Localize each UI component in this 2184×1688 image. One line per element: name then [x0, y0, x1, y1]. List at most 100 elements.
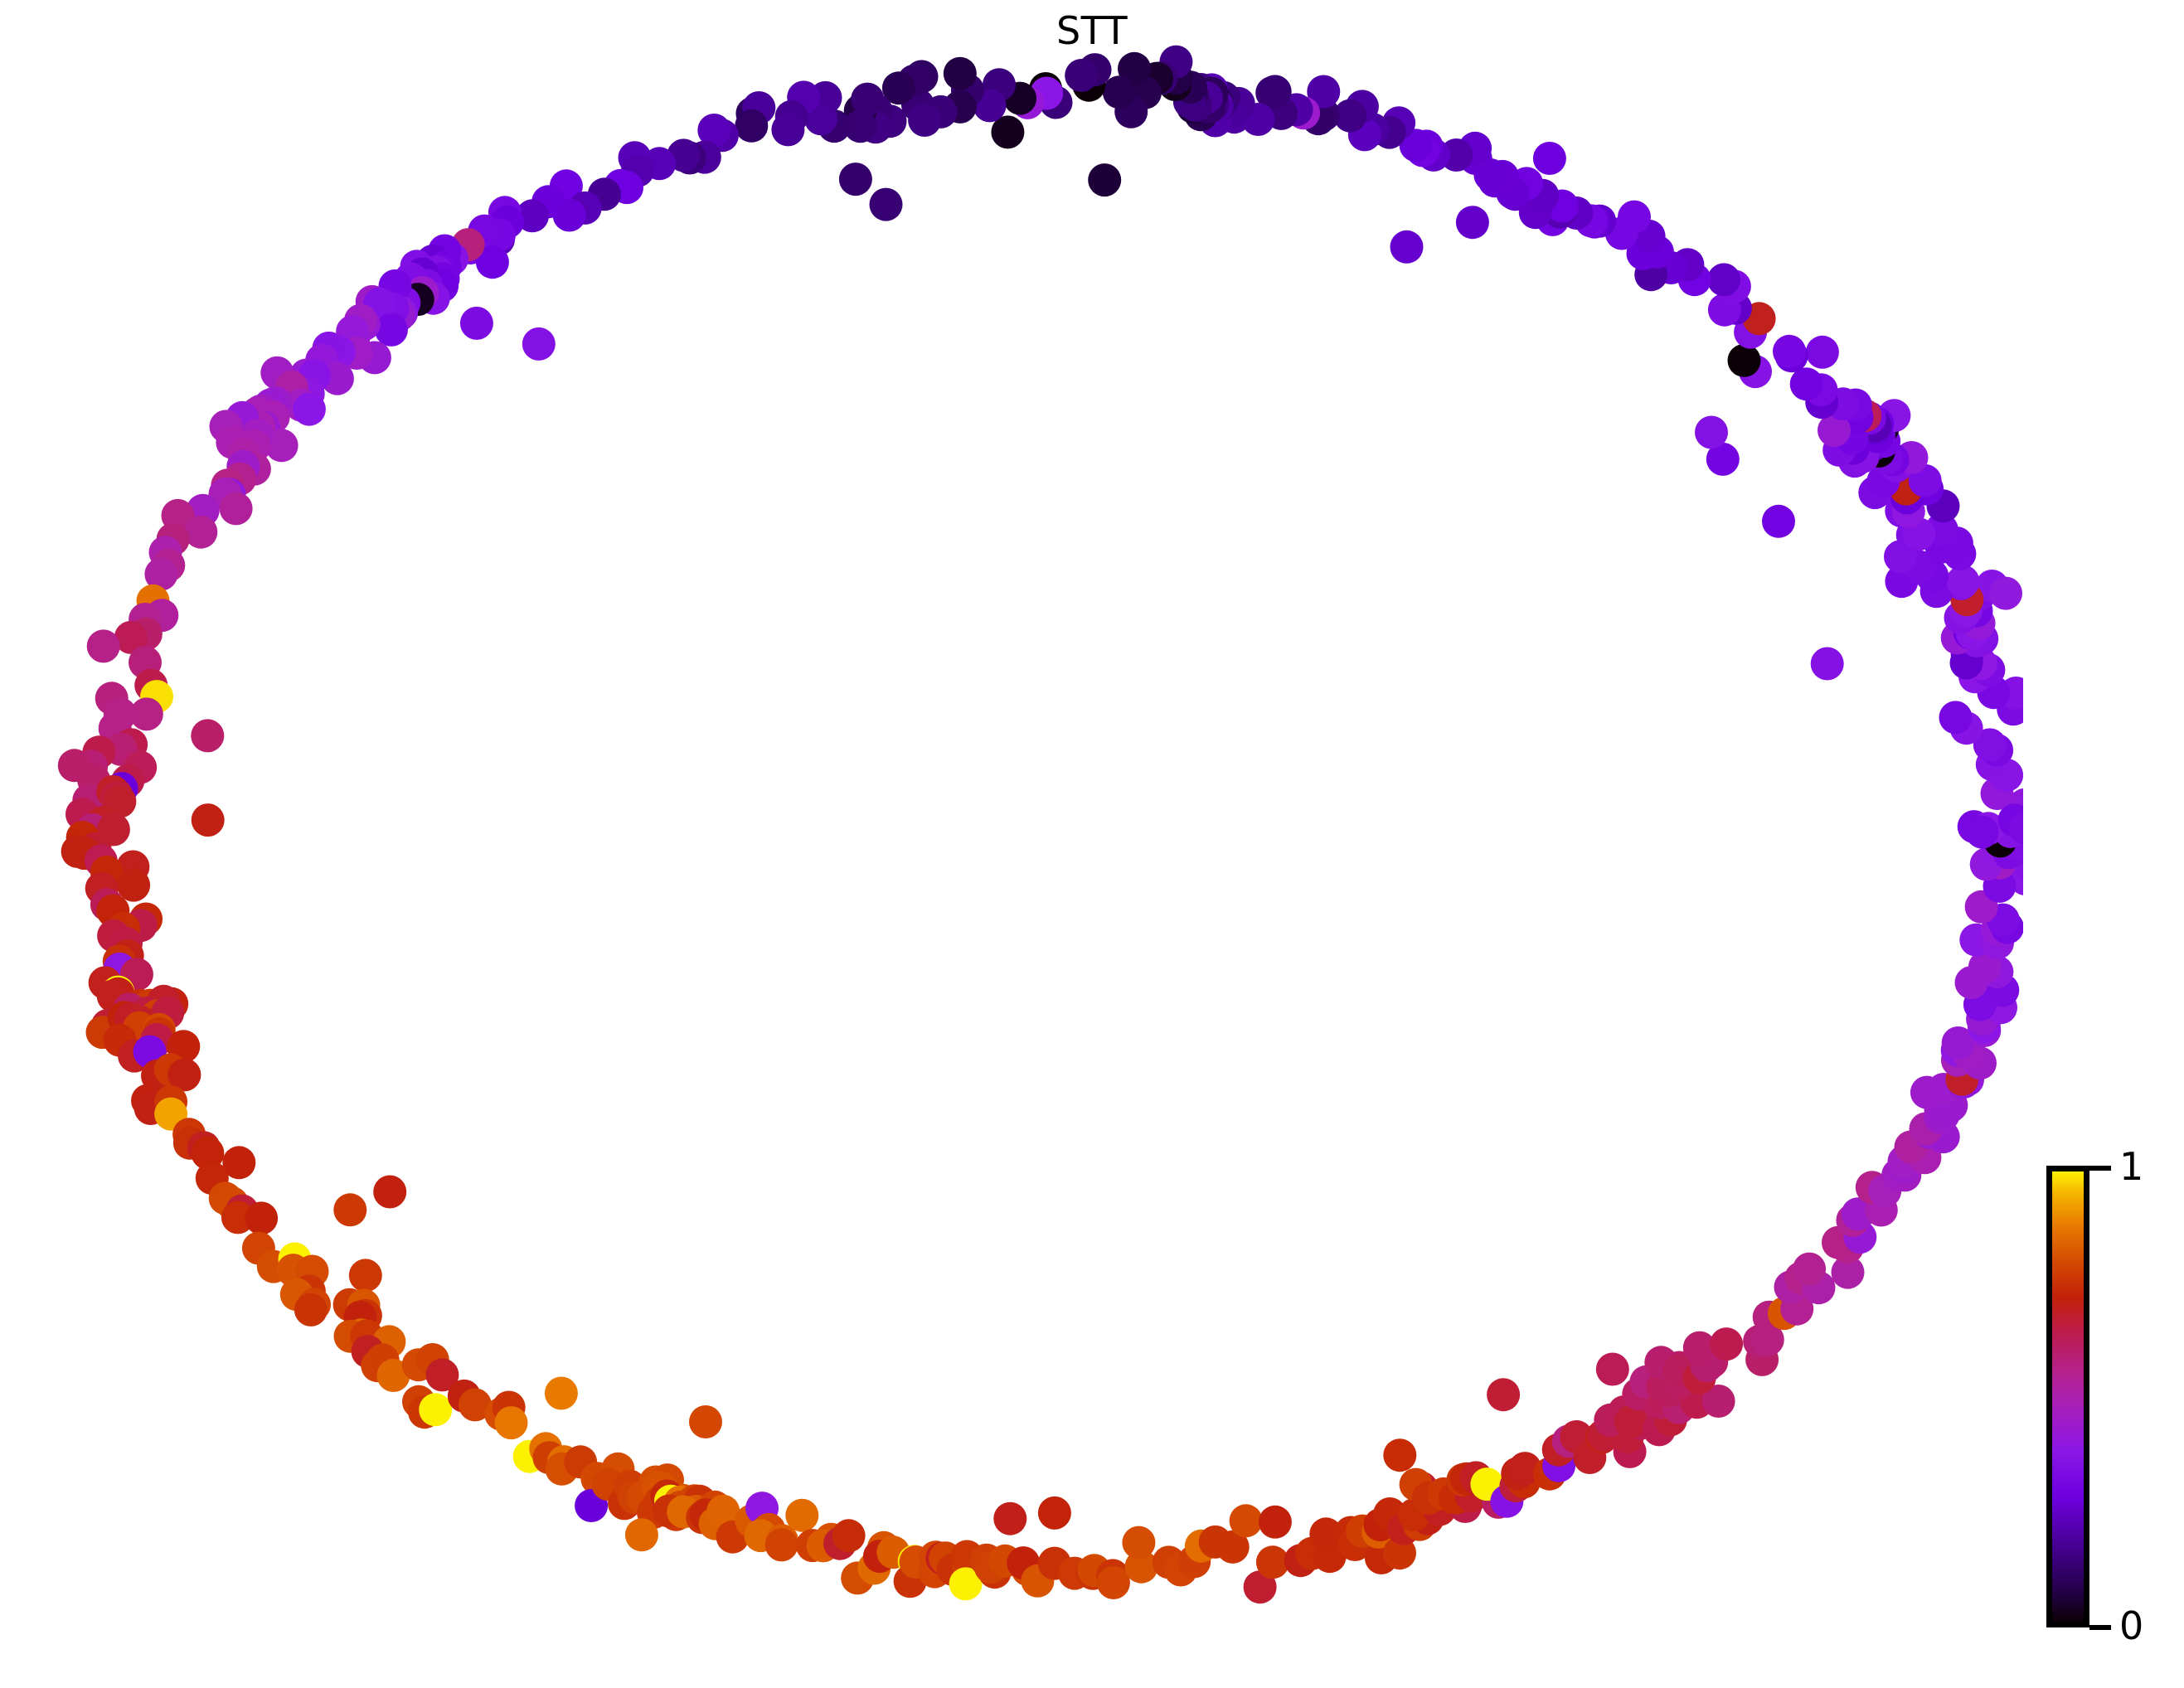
scatter-point [1762, 504, 1795, 538]
scatter-points-group [57, 45, 2023, 1604]
colorbar: 1 0 [2040, 1147, 2184, 1645]
scatter-point [771, 113, 805, 147]
scatter-point [373, 1175, 407, 1209]
scatter-point [1307, 75, 1341, 109]
scatter-point [1122, 1526, 1156, 1559]
scatter-point [376, 1359, 410, 1392]
scatter-point [1941, 1026, 1975, 1060]
scatter-point [624, 1518, 658, 1552]
scatter-point [86, 629, 120, 663]
scatter-point [993, 1501, 1027, 1535]
scatter-point [2008, 812, 2023, 845]
scatter-point [245, 1201, 279, 1235]
scatter-point [374, 313, 408, 347]
colorbar-label-min: 0 [2119, 1603, 2144, 1648]
scatter-point [1831, 1255, 1865, 1289]
scatter-point [1946, 565, 1980, 599]
scatter-point [294, 1293, 328, 1327]
scatter-point [1989, 576, 2022, 610]
scatter-point [706, 1494, 740, 1528]
colorbar-tick-min [2089, 1625, 2111, 1630]
scatter-point [1793, 1252, 1827, 1286]
scatter-point [1258, 75, 1292, 109]
scatter-point [1216, 1530, 1250, 1564]
scatter-point [838, 162, 872, 196]
scatter-point [764, 1528, 798, 1562]
scatter-point [1088, 163, 1122, 197]
scatter-point [191, 1136, 225, 1170]
scatter-point [1701, 1385, 1735, 1418]
scatter-point [1439, 138, 1473, 172]
scatter-point [1727, 343, 1761, 377]
scatter-point [1532, 142, 1566, 175]
scatter-point [1818, 414, 1851, 448]
scatter-point [943, 56, 977, 90]
scatter-point [1710, 1327, 1744, 1361]
scatter-point [1805, 335, 1839, 369]
scatter-point [425, 1358, 459, 1392]
scatter-point [843, 109, 877, 143]
scatter-point [144, 557, 178, 591]
scatter-point [459, 306, 493, 340]
scatter-point [1695, 415, 1728, 449]
scatter-point [1455, 206, 1489, 240]
scatter-point [114, 620, 148, 654]
scatter-plot-axes [57, 45, 2023, 1604]
scatter-point [1229, 1504, 1263, 1538]
scatter-point [221, 1201, 255, 1234]
scatter-point [1383, 1536, 1416, 1570]
scatter-point [1706, 442, 1740, 476]
scatter-point [1383, 1438, 1417, 1472]
scatter-point [949, 1567, 983, 1601]
scatter-point [689, 1405, 722, 1438]
colorbar-label-max: 1 [2119, 1144, 2144, 1189]
scatter-point [1065, 59, 1099, 92]
scatter-point [697, 114, 731, 147]
scatter-point [1595, 1352, 1629, 1386]
scatter-point [1255, 1545, 1289, 1579]
scatter-point [1487, 1378, 1521, 1412]
scatter-point [1096, 1566, 1130, 1599]
scatter-point [167, 1058, 201, 1092]
scatter-point [1965, 815, 1999, 849]
scatter-point [292, 392, 326, 426]
scatter-point [1243, 1570, 1277, 1604]
scatter-point [1118, 51, 1151, 85]
scatter-point [1773, 334, 1806, 368]
scatter-points-layer [57, 45, 2023, 1604]
scatter-point [1390, 230, 1424, 264]
scatter-point [1399, 129, 1433, 162]
scatter-point [1810, 647, 1844, 681]
scatter-point [129, 697, 163, 731]
scatter-point [494, 1406, 528, 1440]
scatter-point [1102, 75, 1136, 109]
scatter-point [1333, 99, 1367, 133]
scatter-point [191, 803, 225, 837]
scatter-point [475, 245, 509, 279]
scatter-point [522, 327, 556, 361]
colorbar-track [2046, 1166, 2089, 1627]
scatter-point [1309, 1517, 1343, 1551]
scatter-point [908, 104, 942, 137]
scatter-point [1682, 1331, 1716, 1365]
scatter-point [785, 1498, 819, 1532]
colorbar-gradient [2052, 1171, 2084, 1622]
scatter-point [184, 515, 218, 549]
scatter-point [419, 1393, 453, 1427]
scatter-point [544, 1376, 578, 1410]
scatter-point [1707, 263, 1741, 297]
scatter-point [516, 199, 549, 233]
scatter-point [851, 82, 885, 116]
scatter-point [333, 1193, 367, 1227]
scatter-point [881, 71, 915, 105]
scatter-point [832, 1519, 866, 1553]
scatter-point [191, 719, 225, 753]
scatter-point [1614, 1405, 1648, 1438]
scatter-point [1124, 1550, 1158, 1584]
scatter-point [1789, 367, 1823, 401]
scatter-point [222, 1146, 256, 1180]
scatter-point [869, 187, 903, 221]
scatter-point [348, 1259, 382, 1293]
scatter-point [458, 1388, 492, 1422]
